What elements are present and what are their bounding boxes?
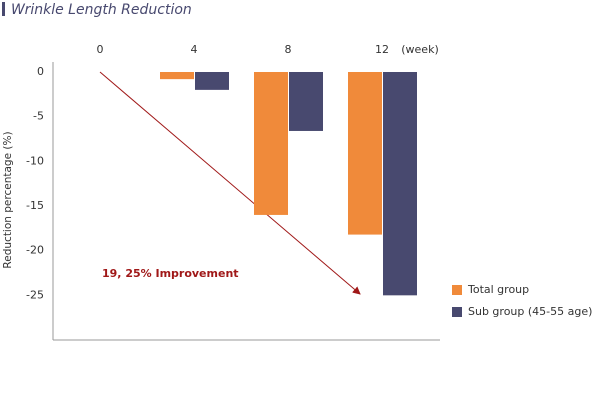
y-axis-label: Reduction percentage (%) bbox=[2, 131, 14, 268]
x-tick-label: 4 bbox=[191, 43, 198, 56]
y-tick-label: -10 bbox=[26, 154, 44, 167]
title-marker bbox=[2, 2, 5, 16]
legend-swatch bbox=[452, 307, 462, 317]
y-tick-label: 0 bbox=[37, 65, 44, 78]
y-tick-label: -25 bbox=[26, 288, 44, 301]
annotation: 19, 25% Improvement bbox=[102, 267, 239, 280]
x-tick-label: 0 bbox=[97, 43, 104, 56]
bar bbox=[348, 72, 382, 235]
bar bbox=[160, 72, 194, 80]
bar bbox=[254, 72, 288, 215]
x-tick-label: 8 bbox=[285, 43, 292, 56]
trend-arrow bbox=[99, 71, 361, 295]
x-tick-label: 12 bbox=[375, 43, 389, 56]
x-unit: (week) bbox=[401, 43, 439, 56]
legend-swatch bbox=[452, 285, 462, 295]
y-tick-label: -15 bbox=[26, 199, 44, 212]
legend-label: Total group bbox=[467, 283, 529, 296]
bar bbox=[289, 72, 323, 131]
chart-title: Wrinkle Length Reduction bbox=[11, 2, 192, 18]
bar bbox=[383, 72, 417, 296]
y-tick-label: -20 bbox=[26, 244, 44, 257]
bar bbox=[195, 72, 229, 90]
legend-label: Sub group (45-55 age) bbox=[468, 305, 592, 318]
y-tick-label: -5 bbox=[33, 110, 44, 123]
